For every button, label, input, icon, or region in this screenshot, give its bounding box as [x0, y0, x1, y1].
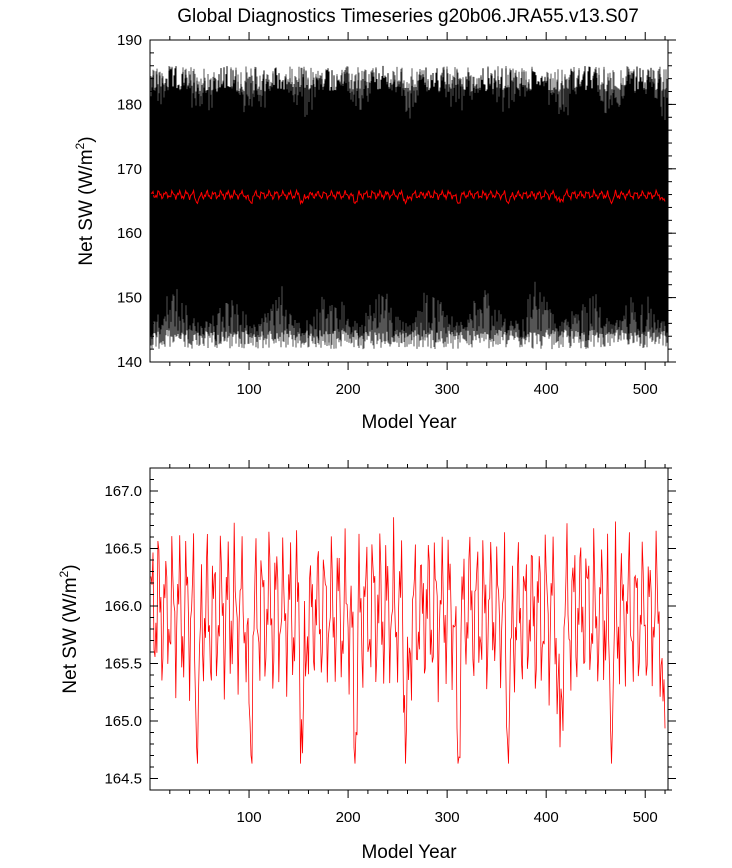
bottom-y-tick-label: 167.0 [104, 483, 142, 500]
bottom-y-tick-label: 164.5 [104, 771, 142, 788]
bottom-x-tick-label: 100 [237, 809, 262, 826]
chart-title: Global Diagnostics Timeseries g20b06.JRA… [177, 6, 639, 27]
bottom-x-tick-label: 400 [534, 809, 559, 826]
top-x-tick-label: 200 [336, 381, 361, 398]
bottom-x-tick-label: 300 [435, 809, 460, 826]
bottom-y-tick-label: 166.0 [104, 598, 142, 615]
bottom-x-tick-label: 500 [633, 809, 658, 826]
top-x-tick-label: 100 [237, 381, 262, 398]
bottom-plot-area [150, 517, 666, 764]
top-x-tick-label: 500 [633, 381, 658, 398]
top-x-axis-label: Model Year [361, 412, 457, 433]
bottom-y-tick-label: 165.0 [104, 713, 142, 730]
bottom-plot-frame [149, 467, 669, 791]
top-y-tick-label: 160 [117, 225, 142, 242]
top-annual-mean-series [150, 187, 666, 206]
bottom-y-tick-label: 166.5 [104, 541, 142, 558]
top-y-tick-labels: 140 150 160 170 180 190 [117, 32, 142, 371]
top-y-tick-label: 150 [117, 290, 142, 307]
top-x-tick-label: 300 [435, 381, 460, 398]
top-x-tick-labels: 100 200 300 400 500 [237, 381, 658, 398]
bottom-axis-ticks [150, 460, 676, 798]
bottom-annual-mean-series [150, 517, 666, 764]
top-x-tick-label: 400 [534, 381, 559, 398]
bottom-y-axis-label: Net SW (W/m2) [57, 564, 81, 693]
bottom-x-axis-label: Model Year [361, 842, 457, 863]
monthly-netsw-series [150, 66, 668, 343]
top-y-tick-label: 140 [117, 354, 142, 371]
bottom-x-tick-label: 200 [336, 809, 361, 826]
bottom-y-tick-label: 165.5 [104, 656, 142, 673]
top-panel: 140 150 160 170 180 190 100 200 300 400 500 Model… [73, 32, 676, 433]
bottom-panel: 164.5 165.0 165.5 166.0 166.5 167.0 100 200 300… [57, 460, 676, 863]
top-plot-frame [149, 39, 669, 363]
top-y-tick-label: 170 [117, 161, 142, 178]
top-y-axis-label: Net SW (W/m2) [73, 136, 97, 265]
bottom-x-tick-labels: 100 200 300 400 500 [237, 809, 658, 826]
bottom-y-tick-labels: 164.5 165.0 165.5 166.0 166.5 167.0 [104, 483, 142, 788]
top-y-tick-label: 180 [117, 96, 142, 113]
top-plot-area [150, 65, 668, 350]
top-axis-ticks [150, 32, 676, 370]
top-y-tick-label: 190 [117, 32, 142, 49]
